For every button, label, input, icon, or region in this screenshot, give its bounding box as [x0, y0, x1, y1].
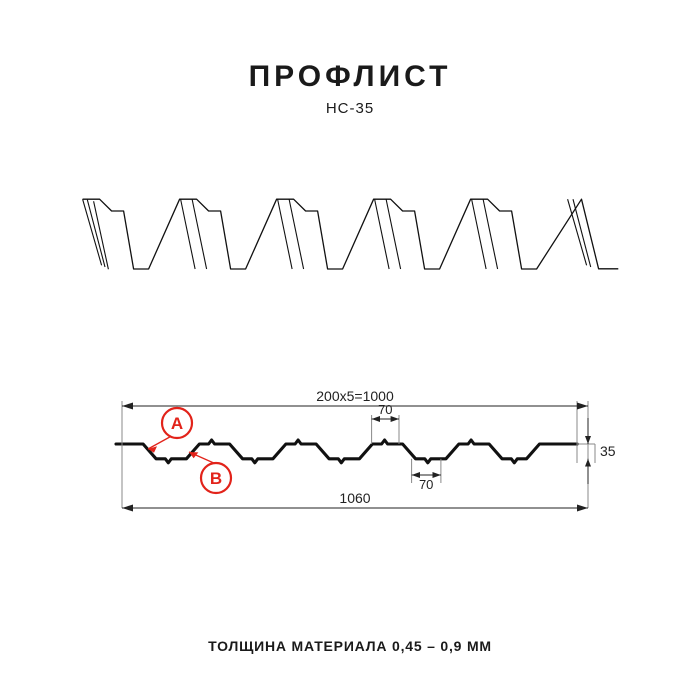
svg-text:70: 70: [419, 477, 433, 492]
svg-text:35: 35: [600, 443, 616, 459]
svg-text:A: A: [171, 414, 183, 433]
svg-text:70: 70: [378, 402, 392, 417]
svg-text:1060: 1060: [339, 490, 370, 506]
svg-text:B: B: [210, 469, 222, 488]
